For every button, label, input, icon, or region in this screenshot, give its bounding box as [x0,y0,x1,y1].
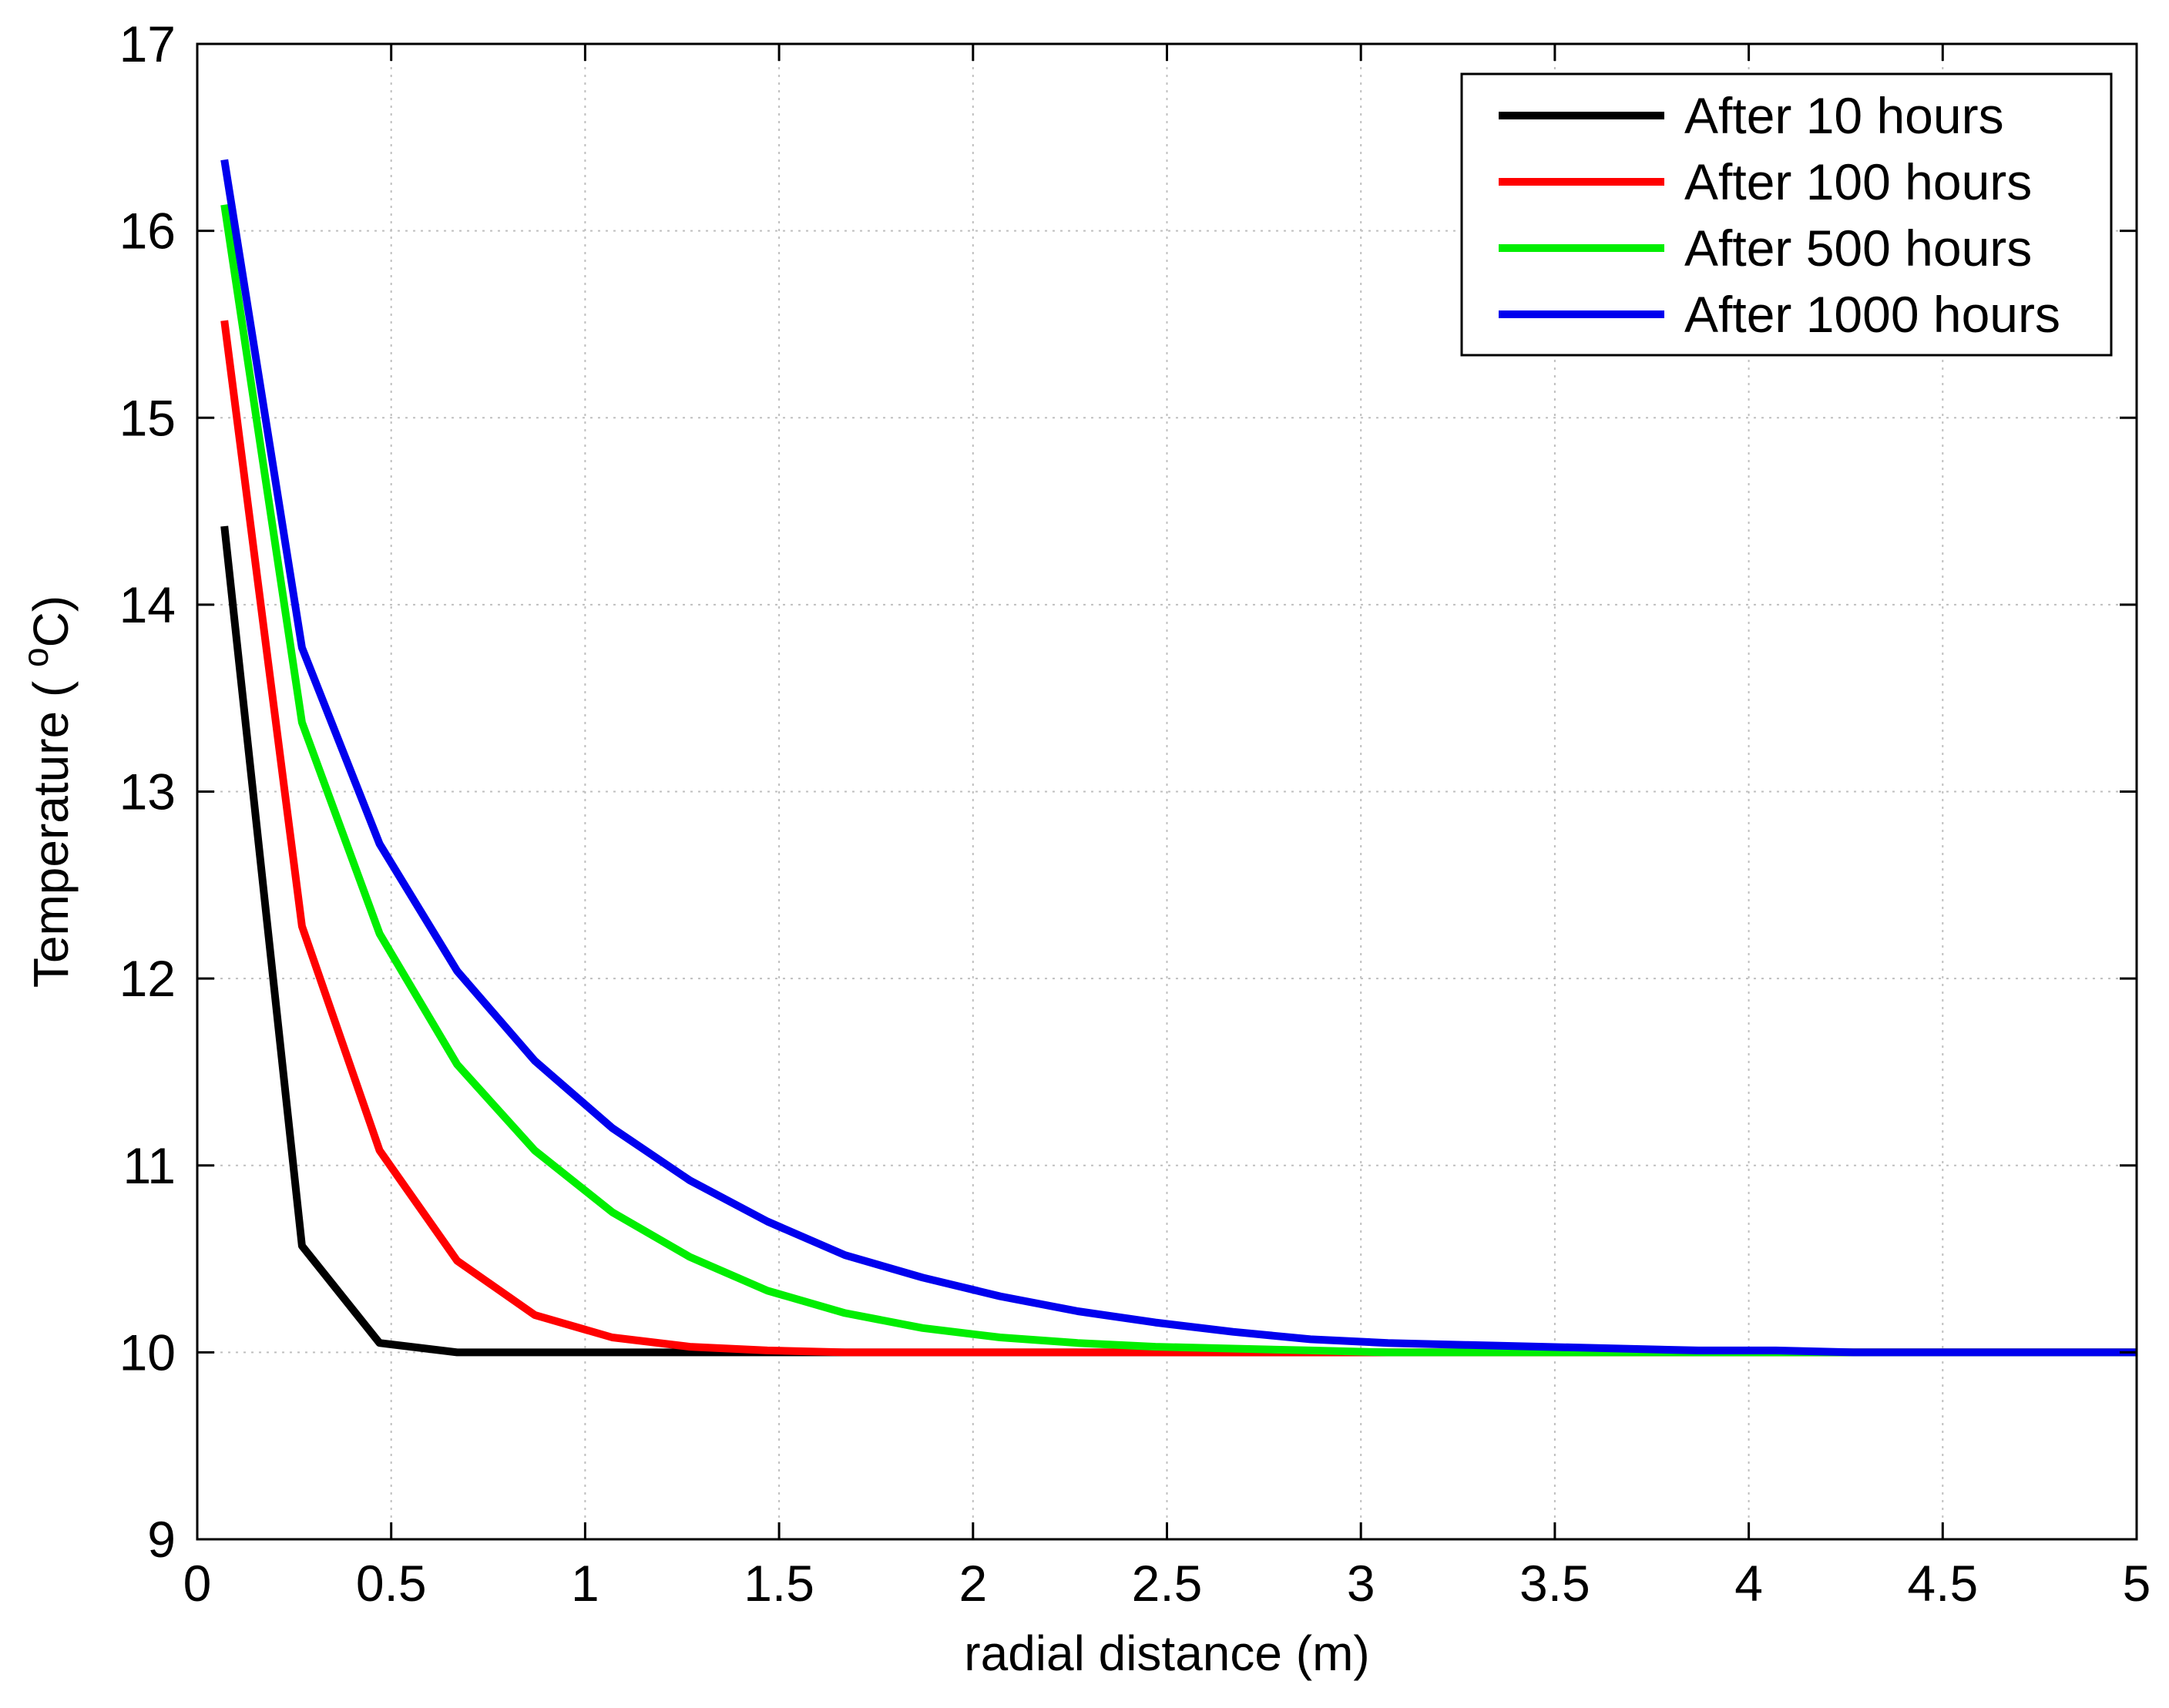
y-axis-label-prefix: Temperature ( [23,667,79,988]
x-tick-label: 0.5 [356,1555,427,1612]
y-axis-label-superscript: o [15,647,55,667]
legend-items: After 10 hours After 100 hours After 500 h… [1499,87,2060,343]
y-tick-label: 13 [119,763,176,820]
y-tick-label: 17 [119,15,176,72]
legend-item: After 1000 hours [1499,286,2060,343]
y-axis-label-suffix: C) [23,596,79,648]
x-tick-label: 0 [183,1555,212,1612]
x-tick-label: 3 [1347,1555,1375,1612]
axis-ticks [196,42,2138,1541]
y-tick-label: 11 [123,1137,176,1194]
legend-label: After 10 hours [1684,87,2004,144]
y-tick-label: 9 [147,1511,176,1568]
x-tick-label: 3.5 [1519,1555,1590,1612]
x-tick-label: 2.5 [1132,1555,1203,1612]
y-tick-labels: 9 10 11 12 13 14 15 16 17 [119,15,176,1568]
legend-box [1460,72,2113,357]
x-tick-label: 4.5 [1907,1555,1978,1612]
x-tick-label: 1.5 [744,1555,814,1612]
y-axis-label: Temperature ( oC) [15,596,79,988]
y-tick-label: 14 [119,576,176,633]
y-tick-label: 12 [119,950,176,1007]
legend-label: After 100 hours [1684,153,2032,210]
legend: After 10 hours After 100 hours After 500 h… [1460,72,2113,357]
x-tick-labels: 0 0.5 1 1.5 2 2.5 3 3.5 4 4.5 5 [183,1555,2151,1612]
series-lines [220,159,2137,1357]
y-tick-label: 15 [119,389,176,446]
grid [197,44,2137,1539]
x-tick-label: 1 [571,1555,599,1612]
series-line-after-1000-hours [220,159,2137,1357]
y-tick-label: 16 [119,203,176,260]
legend-label: After 500 hours [1684,220,2032,277]
legend-item: After 10 hours [1499,87,2004,144]
x-axis-label: radial distance (m) [964,1626,1369,1681]
y-tick-label: 10 [119,1324,176,1381]
x-tick-label: 2 [959,1555,987,1612]
legend-label: After 1000 hours [1684,286,2060,343]
legend-item: After 100 hours [1499,153,2032,210]
x-tick-label: 4 [1734,1555,1763,1612]
x-tick-label: 5 [2123,1555,2151,1612]
legend-item: After 500 hours [1499,220,2032,277]
